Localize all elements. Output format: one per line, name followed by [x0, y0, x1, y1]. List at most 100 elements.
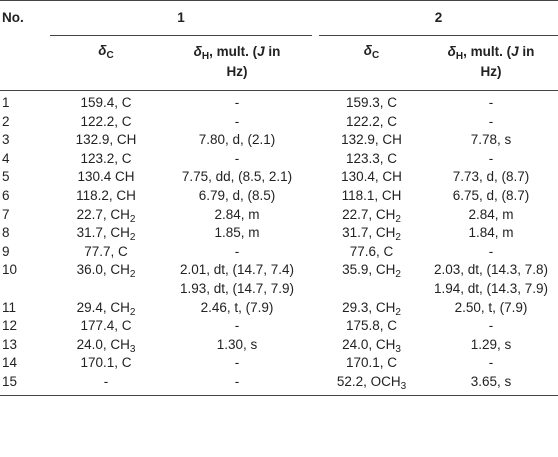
delta-c-2: 24.0, CH3	[342, 336, 401, 355]
delta-h-1: -	[234, 113, 240, 129]
position-number: 8	[2, 225, 10, 241]
delta-c-1: 122.2, C	[80, 113, 132, 129]
table-row: 2 122.2, C - 122.2, C -	[0, 113, 558, 132]
delta-h-1: 6.79, d, (8.5)	[198, 187, 276, 203]
position-number: 12	[2, 318, 18, 334]
delta-c-2: 77.6, C	[349, 243, 394, 259]
delta-h-2: 1.29, s	[470, 336, 512, 352]
table-row: 12 177.4, C - 175.8, C -	[0, 317, 558, 336]
delta-c-1: 77.7, C	[84, 243, 128, 259]
delta-c-1: 29.4, CH2	[76, 299, 136, 318]
table-row: 14 170.1, C - 170.1, C -	[0, 354, 558, 373]
position-number: 1	[2, 95, 10, 110]
delta-h-2: -	[488, 355, 494, 371]
delta-c-1: 130.4 CH	[77, 169, 135, 185]
delta-c-2: 130.4, CH	[341, 169, 402, 185]
table-row: 3 132.9, CH 7.80, d, (2.1) 132.9, CH 7.78, s	[0, 131, 558, 150]
position-number: 11	[2, 299, 17, 315]
table-row: 11 29.4, CH2 2.46, t, (7.9) 29.3, CH2 2.50, …	[0, 299, 558, 318]
table-row: 6 118.2, CH 6.79, d, (8.5) 118.1, CH 6.75, d…	[0, 187, 558, 206]
table-row: 4 123.2, C - 123.3, C -	[0, 150, 558, 169]
delta-c-2: 123.3, C	[345, 150, 398, 166]
position-number: 3	[2, 132, 10, 148]
delta-h-2: -	[488, 95, 494, 110]
delta-h-1: -	[234, 243, 240, 259]
delta-c-1: 170.1, C	[80, 355, 132, 371]
delta-h-1: 1.30, s	[216, 336, 258, 352]
table-row: 1.93, dt, (14.7, 7.9) 1.94, dt, (14.3, 7.…	[0, 280, 558, 299]
header-compound-1: 1	[50, 0, 313, 36]
delta-c-1: -	[50, 372, 162, 396]
table-row: 10 36.0, CH2 2.01, dt, (14.7, 7.4) 35.9, CH…	[0, 261, 558, 280]
delta-h-2: 3.65, s	[424, 372, 558, 396]
position-number: 2	[2, 113, 10, 129]
header-delta-c-1: δC	[98, 43, 114, 61]
delta-c-2: 122.2, C	[345, 113, 398, 129]
delta-c-2	[319, 280, 424, 299]
nmr-data-table: No. 1 2 δC δH, mult. (J in Hz) δC δH, mul…	[0, 0, 558, 396]
delta-h-2: 2.03, dt, (14.3, 7.8)	[433, 262, 549, 278]
header-no: No.	[0, 0, 50, 36]
delta-h-2: -	[488, 113, 494, 129]
position-number: 5	[2, 169, 10, 185]
delta-c-1: 118.2, CH	[76, 187, 136, 203]
delta-h-1: -	[234, 355, 240, 371]
delta-h-1: 2.84, m	[214, 206, 260, 222]
delta-c-1: 22.7, CH2	[76, 206, 136, 225]
table-row: 9 77.7, C - 77.6, C -	[0, 243, 558, 262]
delta-h-1: -	[162, 372, 313, 396]
delta-h-2: 1.84, m	[468, 225, 514, 241]
delta-c-1: 132.9, CH	[75, 132, 137, 148]
position-number: 14	[2, 355, 18, 371]
position-number: 13	[2, 336, 18, 352]
delta-c-2: 170.1, C	[345, 355, 398, 371]
delta-h-1: 2.01, dt, (14.7, 7.4)	[179, 262, 295, 278]
delta-c-2: 29.3, CH2	[342, 299, 401, 318]
table-row: 8 31.7, CH2 1.85, m 31.7, CH2 1.84, m	[0, 224, 558, 243]
delta-h-1: -	[234, 95, 240, 110]
header-delta-c-2: δC	[363, 43, 380, 61]
table-row: 15- -52.2, OCH3 3.65, s	[0, 372, 558, 396]
position-number: 6	[2, 187, 10, 203]
delta-c-2: 159.3, C	[345, 95, 398, 110]
delta-c-1: 159.4, C	[80, 95, 132, 110]
delta-c-1: 123.2, C	[80, 150, 132, 166]
position-number: 4	[2, 150, 10, 166]
delta-h-2: 7.78, s	[470, 132, 512, 148]
delta-h-1: 7.75, dd, (8.5, 2.1)	[181, 169, 293, 185]
delta-c-2: 22.7, CH2	[342, 206, 401, 225]
delta-c-1: 24.0, CH3	[76, 336, 136, 355]
delta-c-2: 31.7, CH2	[342, 225, 401, 244]
delta-h-2: 1.94, dt, (14.3, 7.9)	[433, 280, 549, 296]
delta-c-2: 52.2, OCH3	[319, 372, 425, 396]
table-row: 13 24.0, CH3 1.30, s 24.0, CH3 1.29, s	[0, 336, 558, 355]
delta-c-1: 177.4, C	[80, 318, 132, 334]
delta-h-2: -	[488, 318, 494, 334]
delta-c-2: 35.9, CH2	[342, 262, 401, 281]
delta-c-2: 175.8, C	[345, 318, 398, 334]
table-row: 5 130.4 CH 7.75, dd, (8.5, 2.1) 130.4, CH 7.…	[0, 168, 558, 187]
delta-h-2: 2.50, t, (7.9)	[454, 299, 528, 315]
delta-h-1: 2.46, t, (7.9)	[200, 299, 274, 315]
delta-h-1: -	[234, 318, 240, 334]
delta-h-2: 7.73, d, (8.7)	[452, 169, 530, 185]
delta-h-2: -	[488, 150, 494, 166]
delta-h-1: 1.85, m	[214, 225, 260, 241]
position-number: 9	[2, 243, 10, 259]
position-number	[0, 280, 50, 299]
table-row: 1 159.4, C - 159.3, C -	[0, 91, 558, 113]
delta-h-1: 1.93, dt, (14.7, 7.9)	[179, 280, 295, 296]
delta-h-1: 7.80, d, (2.1)	[198, 132, 276, 148]
delta-h-2: -	[488, 243, 494, 259]
table-row: 7 22.7, CH2 2.84, m 22.7, CH2 2.84, m	[0, 206, 558, 225]
position-number: 10	[2, 262, 18, 278]
header-compound-2: 2	[319, 0, 558, 36]
delta-c-2: 118.1, CH	[341, 187, 402, 203]
delta-h-1: -	[234, 150, 240, 166]
delta-c-1	[50, 280, 162, 299]
header-delta-h-2: δH, mult. (J in Hz)	[447, 44, 535, 79]
delta-c-1: 31.7, CH2	[76, 225, 136, 244]
position-number: 15	[0, 372, 50, 396]
